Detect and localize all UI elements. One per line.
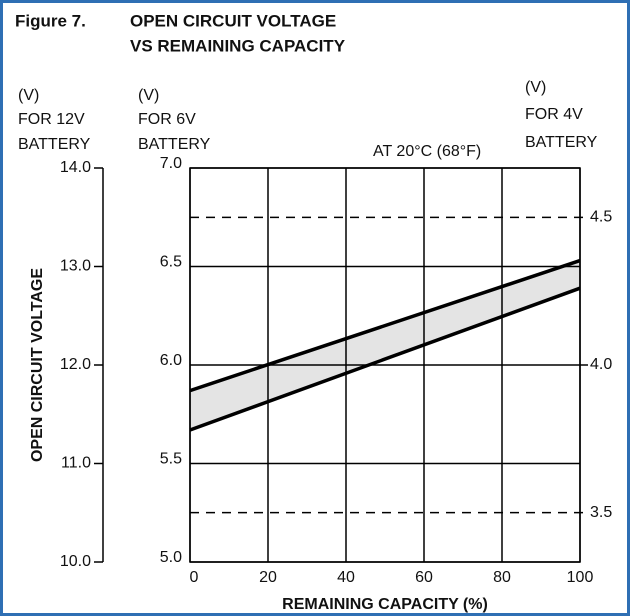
unit-label: (V) bbox=[525, 79, 546, 96]
x-tick-label: 0 bbox=[190, 569, 199, 586]
unit-label: FOR 4V bbox=[525, 106, 583, 123]
y-tick-label: 7.0 bbox=[160, 155, 182, 172]
annotation: AT 20°C (68°F) bbox=[373, 143, 481, 160]
y2-tick-label: 10.0 bbox=[60, 553, 91, 570]
boundary-line bbox=[189, 258, 581, 393]
y3-tick-label: 4.0 bbox=[590, 356, 612, 373]
band-fill bbox=[190, 260, 580, 431]
boundary-line bbox=[189, 286, 581, 432]
y-tick-label: 5.5 bbox=[160, 451, 182, 468]
y-tick-label: 5.0 bbox=[160, 549, 182, 566]
x-tick-label: 40 bbox=[337, 569, 355, 586]
chart-title: VS REMAINING CAPACITY bbox=[130, 36, 346, 55]
unit-label: BATTERY bbox=[525, 134, 598, 151]
unit-label: (V) bbox=[18, 87, 39, 104]
y3-tick-label: 3.5 bbox=[590, 504, 612, 521]
figure-number: Figure 7. bbox=[15, 11, 86, 30]
y2-tick-label: 12.0 bbox=[60, 356, 91, 373]
plot-border bbox=[189, 167, 581, 563]
x-tick-label: 80 bbox=[493, 569, 511, 586]
unit-label: BATTERY bbox=[18, 136, 91, 153]
y-tick-label: 6.0 bbox=[160, 352, 182, 369]
unit-label: FOR 12V bbox=[18, 111, 85, 128]
unit-label: BATTERY bbox=[138, 136, 211, 153]
y3-tick-label: 4.5 bbox=[590, 209, 612, 226]
x-tick-label: 100 bbox=[567, 569, 594, 586]
y-axis-label: OPEN CIRCUIT VOLTAGE bbox=[29, 268, 46, 462]
unit-label: (V) bbox=[138, 87, 159, 104]
y2-tick-label: 11.0 bbox=[61, 455, 91, 472]
y-tick-label: 6.5 bbox=[160, 254, 182, 271]
x-axis-label: REMAINING CAPACITY (%) bbox=[282, 596, 488, 613]
x-tick-label: 20 bbox=[259, 569, 277, 586]
y2-tick-label: 13.0 bbox=[60, 258, 91, 275]
x-tick-label: 60 bbox=[415, 569, 433, 586]
unit-label: FOR 6V bbox=[138, 111, 196, 128]
chart-title: OPEN CIRCUIT VOLTAGE bbox=[130, 11, 336, 30]
y2-tick-label: 14.0 bbox=[60, 159, 91, 176]
